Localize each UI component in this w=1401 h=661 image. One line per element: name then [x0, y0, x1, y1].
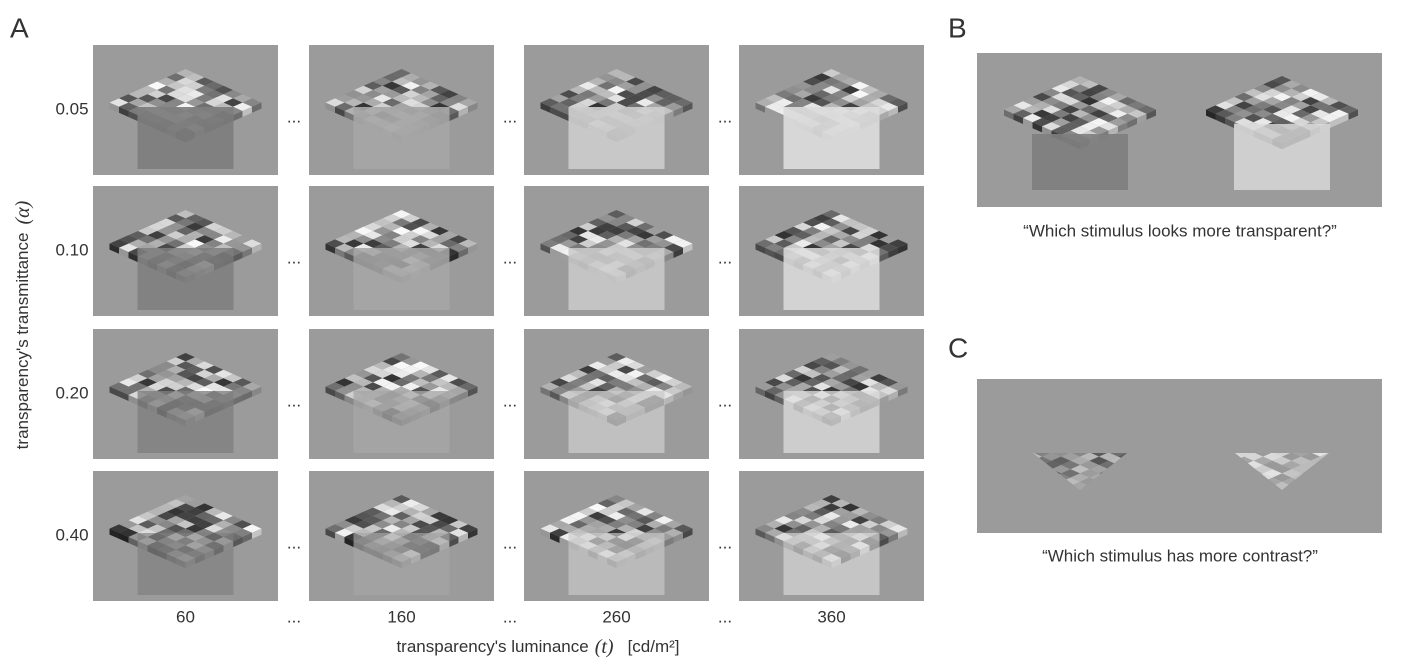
ellipsis: ... — [503, 533, 517, 552]
ellipsis: ... — [718, 248, 732, 267]
figure: A B C transparency's transmittance (α) tr… — [0, 0, 1401, 661]
transparency — [138, 248, 234, 310]
x-label-unit: [cd/m²] — [628, 637, 680, 656]
panel-label: A — [10, 12, 29, 43]
transparency — [569, 533, 665, 595]
transparency — [569, 248, 665, 310]
transparency — [354, 391, 450, 453]
ellipsis: ... — [503, 607, 517, 626]
row-label: 0.20 — [55, 383, 88, 402]
transparency — [569, 391, 665, 453]
panel-label: B — [948, 12, 967, 43]
row-label: 0.40 — [55, 525, 88, 544]
ellipsis: ... — [503, 391, 517, 410]
transparency — [784, 107, 880, 169]
x-label-text: transparency's luminance — [396, 637, 588, 656]
transparency — [569, 107, 665, 169]
ellipsis: ... — [503, 107, 517, 126]
transparency — [138, 533, 234, 595]
ellipsis: ... — [287, 391, 301, 410]
y-label-text: transparency's transmittance — [13, 233, 32, 450]
column-label: 60 — [176, 607, 195, 626]
transparency — [354, 248, 450, 310]
transparency — [1032, 134, 1128, 190]
transparency — [784, 533, 880, 595]
transparency — [354, 107, 450, 169]
question: “Which stimulus has more contrast?” — [1042, 546, 1318, 565]
x-label-symbol: (t) — [595, 636, 614, 658]
ellipsis: ... — [287, 248, 301, 267]
transparency — [1234, 124, 1330, 190]
ellipsis: ... — [287, 607, 301, 626]
ellipsis: ... — [287, 533, 301, 552]
row-label: 0.10 — [55, 240, 88, 259]
panel-label: C — [948, 332, 968, 363]
transparency — [138, 391, 234, 453]
column-label: 160 — [387, 607, 415, 626]
ellipsis: ... — [718, 391, 732, 410]
ellipsis: ... — [503, 248, 517, 267]
ellipsis: ... — [718, 107, 732, 126]
transparency — [138, 107, 234, 169]
page: A B C transparency's transmittance (α) tr… — [0, 0, 1401, 661]
transparency — [354, 533, 450, 595]
ellipsis: ... — [287, 107, 301, 126]
ellipsis: ... — [718, 533, 732, 552]
column-label: 360 — [817, 607, 845, 626]
question: “Which stimulus looks more transparent?” — [1023, 221, 1337, 240]
x-axis-label: transparency's luminance (t) [cd/m²] — [396, 636, 679, 658]
y-label-symbol: (α) — [12, 200, 34, 224]
transparency — [784, 248, 880, 310]
y-axis-label: transparency's transmittance (α) — [12, 200, 34, 449]
row-label: 0.05 — [55, 99, 88, 118]
ellipsis: ... — [718, 607, 732, 626]
column-label: 260 — [602, 607, 630, 626]
transparency — [784, 391, 880, 453]
